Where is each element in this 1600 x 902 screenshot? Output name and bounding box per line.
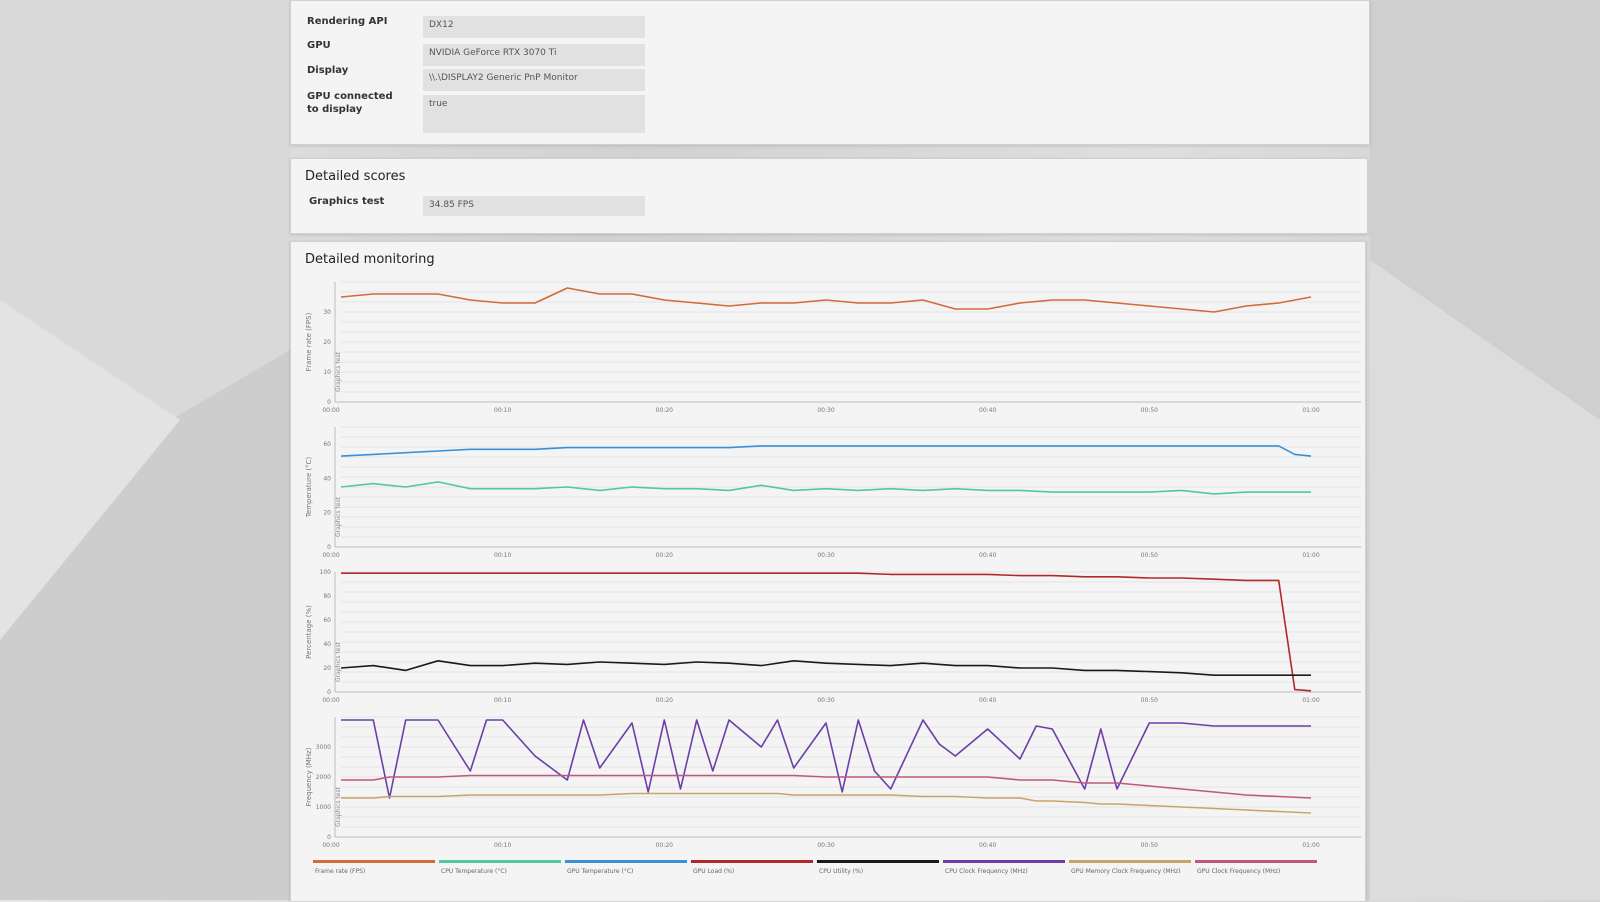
y-tick-label: 40 <box>323 475 331 482</box>
y-tick-label: 0 <box>327 689 331 696</box>
info-label-display: Display <box>307 65 349 76</box>
series-line-gpu-load <box>341 572 1312 692</box>
x-tick-label: 01:00 <box>1302 842 1319 849</box>
info-value-display: \\.\DISPLAY2 Generic PnP Monitor <box>423 69 645 91</box>
legend-swatch <box>1069 860 1191 863</box>
series-line-gpu-temperature-c <box>340 445 1312 457</box>
x-tick-label: 00:50 <box>1141 407 1158 414</box>
y-tick-label: 40 <box>323 641 331 648</box>
y-axis-label: Temperature (°C) <box>305 457 313 519</box>
x-tick-label: 00:30 <box>817 552 834 559</box>
x-tick-label: 00:20 <box>656 697 673 704</box>
legend-swatch <box>313 860 435 863</box>
info-label-gpu: GPU <box>307 40 331 51</box>
legend-label: GPU Memory Clock Frequency (MHz) <box>1071 868 1181 875</box>
series-line-cpu-clock-frequency-mhz <box>341 719 1311 799</box>
x-tick-label: 00:50 <box>1141 552 1158 559</box>
y-tick-label: 0 <box>327 834 331 841</box>
x-tick-label: 00:50 <box>1141 697 1158 704</box>
x-tick-label: 01:00 <box>1302 552 1319 559</box>
x-tick-label: 00:30 <box>817 842 834 849</box>
segment-label: Graphics test <box>335 351 342 392</box>
y-tick-label: 20 <box>323 339 331 346</box>
system-info-card: Rendering API DX12 GPU NVIDIA GeForce RT… <box>290 0 1370 145</box>
legend-swatch <box>1195 860 1317 863</box>
legend-label: Frame rate (FPS) <box>315 868 365 875</box>
x-tick-label: 00:50 <box>1141 842 1158 849</box>
y-tick-label: 100 <box>320 569 332 576</box>
x-tick-label: 00:00 <box>322 407 339 414</box>
x-tick-label: 00:40 <box>979 407 996 414</box>
y-axis-label: Frame rate (FPS) <box>305 312 313 371</box>
y-tick-label: 30 <box>323 309 331 316</box>
x-tick-label: 01:00 <box>1302 407 1319 414</box>
y-tick-label: 3000 <box>316 744 331 751</box>
series-line-gpu-clock-frequency-mhz <box>341 774 1312 799</box>
legend-label: CPU Clock Frequency (MHz) <box>945 868 1028 875</box>
segment-label: Graphics test <box>335 496 342 537</box>
score-value-graphics-test: 34.85 FPS <box>423 196 645 216</box>
y-tick-label: 80 <box>323 593 331 600</box>
y-tick-label: 20 <box>323 510 331 517</box>
monitoring-charts: 0 10 20 30 Frame rate (FPS) Graphics test 00:0… <box>305 281 1361 875</box>
series-line-gpu-memory-clock-frequency-mhz <box>341 792 1312 814</box>
x-tick-label: 00:00 <box>322 552 339 559</box>
detailed-monitoring-card: Detailed monitoring 0 10 20 30 Frame rate (F… <box>290 241 1366 902</box>
y-tick-label: 60 <box>323 441 331 448</box>
y-axis-label: Frequency (MHz) <box>305 747 313 806</box>
info-value-gpu-connected: true <box>423 95 645 133</box>
legend-label: GPU Temperature (°C) <box>567 868 633 875</box>
x-tick-label: 00:10 <box>494 697 511 704</box>
series-line-cpu-utility <box>340 659 1311 677</box>
x-tick-label: 00:10 <box>494 552 511 559</box>
legend-label: CPU Temperature (°C) <box>441 868 507 875</box>
y-tick-label: 20 <box>323 665 331 672</box>
detailed-scores-card: Detailed scores Graphics test 34.85 FPS <box>290 158 1368 234</box>
x-tick-label: 00:20 <box>656 842 673 849</box>
legend-swatch <box>691 860 813 863</box>
x-tick-label: 00:10 <box>494 842 511 849</box>
segment-label: Graphics test <box>335 786 342 827</box>
legend-swatch <box>439 860 561 863</box>
detailed-monitoring-title: Detailed monitoring <box>305 252 435 267</box>
legend-label: GPU Clock Frequency (MHz) <box>1197 868 1280 875</box>
x-tick-label: 00:00 <box>322 842 339 849</box>
y-tick-label: 1000 <box>316 804 331 811</box>
y-axis-label: Percentage (%) <box>305 605 313 659</box>
score-label-graphics-test: Graphics test <box>309 196 385 207</box>
legend-swatch <box>943 860 1065 863</box>
info-label-rendering-api: Rendering API <box>307 16 388 27</box>
detailed-scores-title: Detailed scores <box>305 169 406 184</box>
info-value-gpu: NVIDIA GeForce RTX 3070 Ti <box>423 44 645 66</box>
x-tick-label: 00:10 <box>494 407 511 414</box>
info-value-rendering-api: DX12 <box>423 16 645 38</box>
x-tick-label: 00:00 <box>322 697 339 704</box>
y-tick-label: 2000 <box>316 774 331 781</box>
y-tick-label: 0 <box>327 544 331 551</box>
x-tick-label: 00:20 <box>656 407 673 414</box>
series-line-cpu-temperature-c <box>340 481 1311 495</box>
x-tick-label: 00:40 <box>979 842 996 849</box>
x-tick-label: 00:40 <box>979 552 996 559</box>
y-tick-label: 0 <box>327 399 331 406</box>
x-tick-label: 01:00 <box>1302 697 1319 704</box>
y-tick-label: 60 <box>323 617 331 624</box>
y-tick-label: 10 <box>323 369 331 376</box>
x-tick-label: 00:40 <box>979 697 996 704</box>
legend-label: GPU Load (%) <box>693 868 734 875</box>
segment-label: Graphics test <box>335 641 342 682</box>
info-label-gpu-connected: GPU connected to display <box>307 91 393 115</box>
legend-label: CPU Utility (%) <box>819 868 863 875</box>
x-tick-label: 00:30 <box>817 697 834 704</box>
legend-swatch <box>817 860 939 863</box>
series-line-frame-rate-fps <box>340 287 1312 313</box>
legend-swatch <box>565 860 687 863</box>
x-tick-label: 00:20 <box>656 552 673 559</box>
x-tick-label: 00:30 <box>817 407 834 414</box>
